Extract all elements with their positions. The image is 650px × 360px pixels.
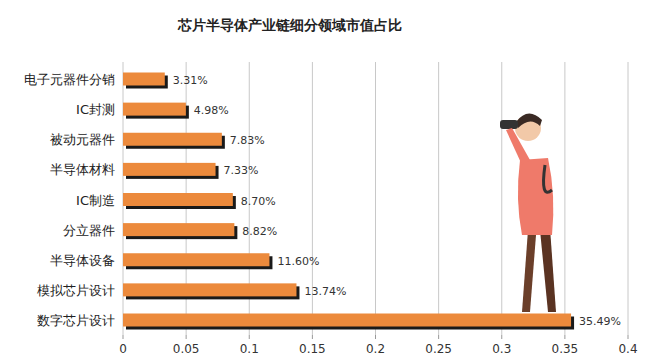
category-label: IC封测	[76, 102, 115, 117]
data-label: 8.82%	[242, 225, 277, 238]
grid-line	[564, 62, 565, 335]
data-label: 3.31%	[173, 74, 208, 87]
category-label: IC制造	[76, 193, 115, 208]
bar	[123, 314, 571, 327]
category-label: 电子元器件分销	[24, 72, 115, 87]
bar	[123, 163, 216, 176]
category-label: 被动元器件	[50, 132, 115, 147]
category-label: 分立器件	[63, 223, 115, 238]
bar	[123, 103, 186, 116]
tick-mark	[375, 335, 376, 339]
bar	[123, 283, 296, 296]
tick-label: 0.35	[552, 342, 579, 356]
data-label: 4.98%	[194, 104, 229, 117]
category-label: 数字芯片设计	[37, 313, 115, 328]
leg	[540, 228, 556, 312]
tick-mark	[249, 335, 250, 339]
tick-label: 0	[119, 342, 127, 356]
bars	[123, 73, 574, 330]
data-label: 7.33%	[224, 164, 259, 177]
tick-mark	[438, 335, 439, 339]
data-label: 7.83%	[230, 134, 265, 147]
data-label: 11.60%	[277, 255, 319, 268]
tick-label: 0.05	[173, 342, 200, 356]
category-label: 半导体设备	[50, 253, 115, 268]
tick-label: 0.1	[240, 342, 259, 356]
tick-mark	[186, 335, 187, 339]
tick-label: 0.3	[492, 342, 511, 356]
bar	[123, 133, 222, 146]
arm	[506, 128, 530, 165]
bar	[123, 223, 234, 236]
body	[518, 158, 553, 235]
tick-label: 0.4	[618, 342, 637, 356]
tick-mark	[123, 335, 124, 339]
data-label: 13.74%	[304, 285, 346, 298]
leg	[522, 230, 536, 312]
illustration	[500, 113, 556, 312]
bar	[123, 193, 233, 206]
tick-mark	[501, 335, 502, 339]
category-label: 半导体材料	[50, 162, 115, 177]
category-label: 模拟芯片设计	[37, 283, 115, 298]
tick-mark	[564, 335, 565, 339]
strap	[544, 165, 552, 192]
hair	[516, 113, 542, 128]
tick-mark	[312, 335, 313, 339]
grid-line	[501, 62, 502, 335]
binoculars	[500, 120, 518, 129]
tick-label: 0.15	[299, 342, 326, 356]
grid-line	[628, 62, 629, 335]
grid-line	[438, 62, 439, 335]
bar	[123, 73, 165, 86]
tick-label: 0.25	[425, 342, 452, 356]
data-label: 35.49%	[579, 315, 621, 328]
title: 芯片半导体产业链细分领域市值占比	[177, 17, 402, 33]
data-label: 8.70%	[241, 195, 276, 208]
tick-label: 0.2	[366, 342, 385, 356]
bar	[123, 253, 269, 266]
grid-line	[375, 62, 376, 335]
tick-mark	[628, 335, 629, 339]
chart: 芯片半导体产业链细分领域市值占比 0 0.05 0.1 0.15 0.2 0.25 0.3 0.…	[0, 0, 650, 360]
